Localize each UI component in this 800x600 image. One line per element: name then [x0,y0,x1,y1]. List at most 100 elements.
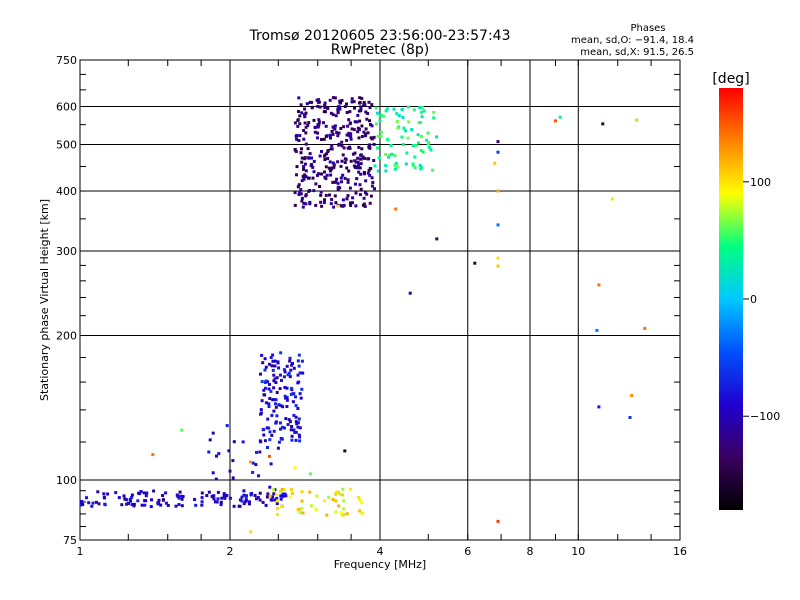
grid-lines [80,60,680,540]
data-point [159,503,163,507]
data-point [345,166,349,170]
data-point [343,161,347,164]
data-point [231,459,235,463]
data-point [333,194,337,198]
data-point [370,137,374,141]
data-point [260,353,264,357]
data-point [271,488,275,492]
data-point [267,402,271,406]
data-point [223,496,227,500]
data-point [332,163,336,167]
data-point [496,223,500,227]
data-point [272,379,276,383]
data-point [137,491,141,495]
data-point [250,492,254,495]
data-point [242,493,246,497]
data-point [304,175,308,179]
data-point [435,237,439,241]
data-point [473,261,477,265]
data-point [129,499,133,503]
data-point [304,193,308,197]
data-point [280,378,283,382]
colorbar-tick-label: −100 [750,410,780,423]
data-point [181,495,185,498]
data-point [328,193,331,197]
data-point [316,125,320,129]
data-point [347,133,350,137]
data-point [344,157,348,161]
data-point [333,124,337,128]
data-point [390,152,394,156]
data-point [224,494,228,498]
data-point [291,362,294,365]
data-point [395,120,399,123]
data-point [263,357,267,361]
data-point [329,202,333,206]
data-point [292,366,296,370]
data-point [273,359,277,363]
data-point [406,136,410,140]
data-point [249,530,253,534]
data-point [357,163,361,167]
data-point [272,373,276,377]
y-tick-label: 600 [56,101,77,114]
data-point [329,136,332,140]
data-point [376,146,379,150]
data-point [123,497,127,501]
data-point [362,196,366,200]
data-point [286,423,290,426]
data-point [142,491,146,495]
data-point [431,168,434,172]
data-point [297,417,301,421]
data-point [256,496,260,499]
data-point [299,396,303,400]
data-point [435,135,439,139]
data-point [304,169,308,173]
data-point [290,434,294,438]
data-point [152,489,156,493]
data-point [266,380,270,384]
data-point [352,128,356,132]
data-point [348,186,352,190]
data-point [364,191,367,194]
data-point [200,491,204,495]
data-point [300,179,304,183]
data-point [361,203,365,207]
data-point [200,500,204,504]
data-point [306,147,310,151]
x-tick-label: 8 [527,545,534,558]
data-point [281,405,285,409]
data-point [372,142,376,146]
data-point [91,501,95,505]
data-point [262,427,266,431]
data-point [432,116,436,120]
data-point [291,400,295,404]
data-point [345,102,348,106]
data-point [294,438,298,442]
data-point [243,500,247,504]
colorbar [719,88,743,510]
data-point [283,394,287,398]
data-point [281,492,285,496]
data-point [272,429,276,433]
data-point [348,121,352,125]
x-tick-label: 16 [673,545,687,558]
data-point [293,466,297,470]
data-point [288,495,292,499]
data-point [339,176,343,180]
data-point [271,353,275,357]
data-point [264,365,268,369]
data-point [323,101,327,105]
data-point [378,119,382,123]
data-point [323,153,327,157]
data-point [290,386,294,390]
data-point [643,326,647,330]
data-point [319,193,323,197]
data-point [314,508,318,511]
y-tick-label: 500 [56,139,77,152]
data-point [294,415,298,419]
data-point [405,151,409,155]
y-tick-label: 75 [63,534,77,547]
data-point [303,121,307,125]
data-point [426,131,430,135]
